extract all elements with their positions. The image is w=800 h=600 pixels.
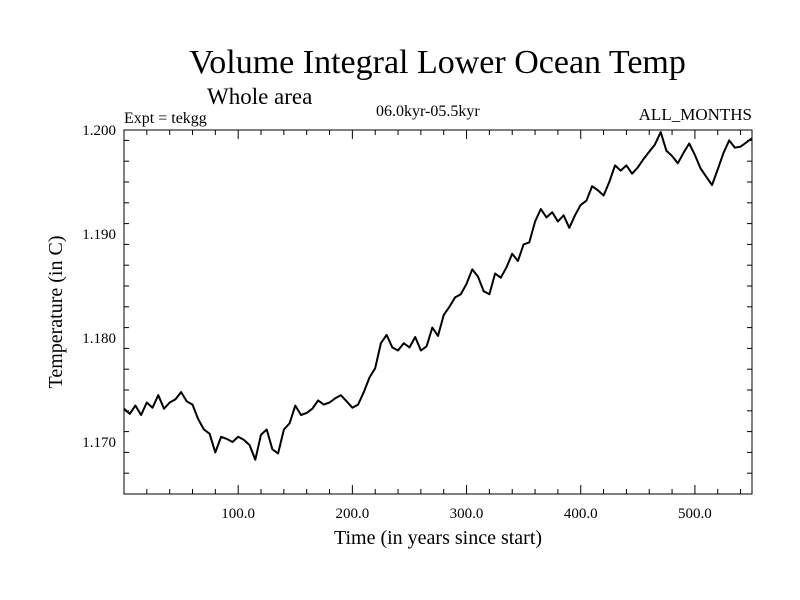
chart-subtitle: Whole area bbox=[207, 84, 313, 109]
period-label: 06.0kyr-05.5kyr bbox=[376, 103, 480, 120]
y-tick-label: 1.170 bbox=[82, 435, 116, 451]
months-label: ALL_MONTHS bbox=[638, 105, 752, 124]
y-tick-label: 1.180 bbox=[82, 331, 116, 347]
x-axis-label: Time (in years since start) bbox=[334, 527, 542, 549]
chart-title: Volume Integral Lower Ocean Temp bbox=[189, 44, 686, 81]
y-tick-label: 1.190 bbox=[82, 227, 116, 243]
y-axis-label: Temperature (in C) bbox=[45, 236, 67, 389]
plot-frame bbox=[123, 129, 753, 495]
tick-labels: 100.0 200.0 300.0 400.0 500.0 1.170 1.180 1.190… bbox=[82, 123, 712, 522]
experiment-label: Expt = tekgg bbox=[124, 110, 207, 127]
x-tick-label: 200.0 bbox=[335, 506, 369, 522]
x-tick-label: 400.0 bbox=[564, 506, 598, 522]
x-tick-label: 500.0 bbox=[678, 506, 712, 522]
y-tick-label: 1.200 bbox=[82, 123, 116, 139]
temperature-series-line bbox=[123, 131, 753, 461]
x-tick-label: 300.0 bbox=[450, 506, 484, 522]
x-tick-label: 100.0 bbox=[221, 506, 255, 522]
axis-ticks bbox=[124, 130, 752, 494]
